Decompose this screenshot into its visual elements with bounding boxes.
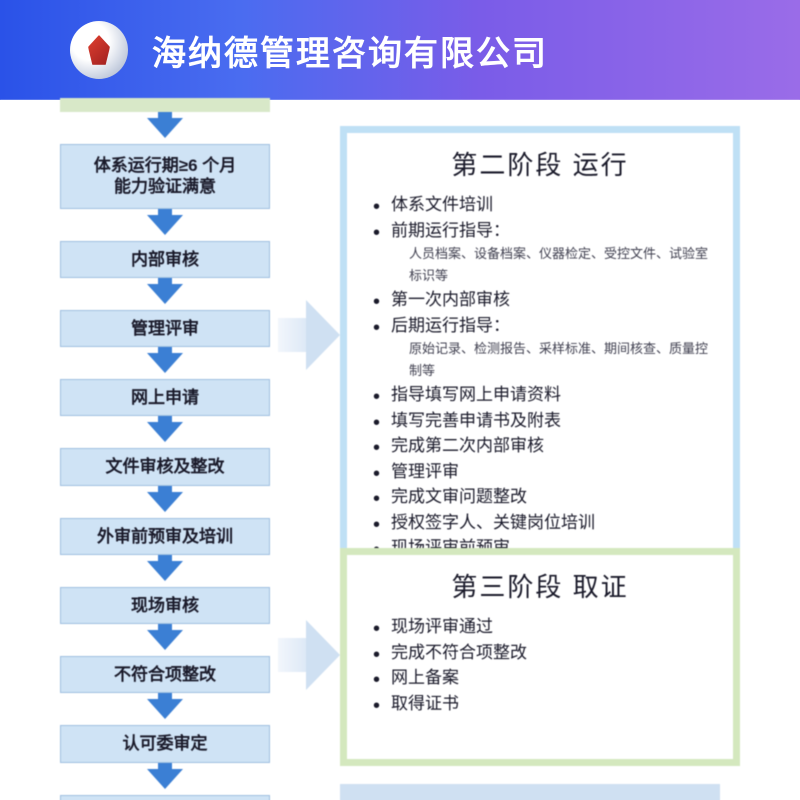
flow-arrow-icon bbox=[147, 284, 183, 304]
stage2-item: 完成第二次内部审核 bbox=[373, 433, 713, 459]
stage2-item-list: 体系文件培训前期运行指导：人员档案、设备档案、仪器检定、受控文件、试验室标识等第… bbox=[347, 192, 733, 579]
company-name: 海纳德管理咨询有限公司 bbox=[152, 26, 548, 75]
flow-step: 体系运行期≥6 个月能力验证满意 bbox=[60, 144, 270, 209]
flow-step: 获取证书 bbox=[60, 795, 270, 800]
stage3-item: 完成不符合项整改 bbox=[373, 640, 713, 666]
stage2-item: 完成文审问题整改 bbox=[373, 484, 713, 510]
company-logo-icon bbox=[70, 21, 128, 79]
flow-arrow-icon bbox=[147, 422, 183, 442]
stage2-subitem: 原始记录、检测报告、采样标准、期间核查、质量控制等 bbox=[373, 338, 713, 382]
stage3-panel: 第三阶段 取证 现场评审通过完成不符合项整改网上备案取得证书 bbox=[340, 548, 740, 766]
stage4-top-strip bbox=[340, 784, 720, 800]
stage2-item: 体系文件培训 bbox=[373, 192, 713, 218]
stage3-item: 现场评审通过 bbox=[373, 614, 713, 640]
header-bar: 海纳德管理咨询有限公司 bbox=[0, 0, 800, 100]
flow-step: 文件审核及整改 bbox=[60, 448, 270, 485]
flow-step: 不符合项整改 bbox=[60, 656, 270, 693]
stage2-item: 管理评审 bbox=[373, 459, 713, 485]
stage3-title: 第三阶段 取证 bbox=[347, 555, 733, 614]
flow-arrow-icon bbox=[147, 630, 183, 650]
stage2-panel: 第二阶段 运行 体系文件培训前期运行指导：人员档案、设备档案、仪器检定、受控文件… bbox=[340, 126, 740, 586]
flow-step: 现场审核 bbox=[60, 587, 270, 624]
stage3-pointer-arrow-icon bbox=[278, 620, 338, 690]
stage1-bottom-strip bbox=[60, 98, 270, 112]
stage3-item: 取得证书 bbox=[373, 691, 713, 717]
flow-arrow-icon bbox=[147, 353, 183, 373]
flow-arrow-icon bbox=[147, 699, 183, 719]
flow-step: 内部审核 bbox=[60, 241, 270, 278]
flow-step: 外审前预审及培训 bbox=[60, 518, 270, 555]
flow-step: 管理评审 bbox=[60, 310, 270, 347]
diagram-area: 体系运行期≥6 个月能力验证满意内部审核管理评审网上申请文件审核及整改外审前预审… bbox=[0, 100, 800, 800]
flow-arrow-icon bbox=[147, 769, 183, 789]
stage2-item: 后期运行指导： bbox=[373, 313, 713, 339]
flow-arrow-icon bbox=[147, 215, 183, 235]
flow-arrow-icon bbox=[147, 561, 183, 581]
stage2-item: 前期运行指导： bbox=[373, 218, 713, 244]
stage2-item: 填写完善申请书及附表 bbox=[373, 408, 713, 434]
stage2-subitem: 人员档案、设备档案、仪器检定、受控文件、试验室标识等 bbox=[373, 243, 713, 287]
stage2-item: 授权签字人、关键岗位培训 bbox=[373, 510, 713, 536]
stage2-item: 指导填写网上申请资料 bbox=[373, 382, 713, 408]
process-flow-column: 体系运行期≥6 个月能力验证满意内部审核管理评审网上申请文件审核及整改外审前预审… bbox=[60, 118, 270, 800]
flow-step: 网上申请 bbox=[60, 379, 270, 416]
stage2-item: 第一次内部审核 bbox=[373, 287, 713, 313]
flow-step: 认可委审定 bbox=[60, 725, 270, 762]
stage3-item: 网上备案 bbox=[373, 665, 713, 691]
stage3-item-list: 现场评审通过完成不符合项整改网上备案取得证书 bbox=[347, 614, 733, 734]
flow-arrow-icon bbox=[147, 492, 183, 512]
flow-arrow-icon bbox=[147, 118, 183, 138]
stage2-pointer-arrow-icon bbox=[278, 300, 338, 370]
stage2-title: 第二阶段 运行 bbox=[347, 133, 733, 192]
